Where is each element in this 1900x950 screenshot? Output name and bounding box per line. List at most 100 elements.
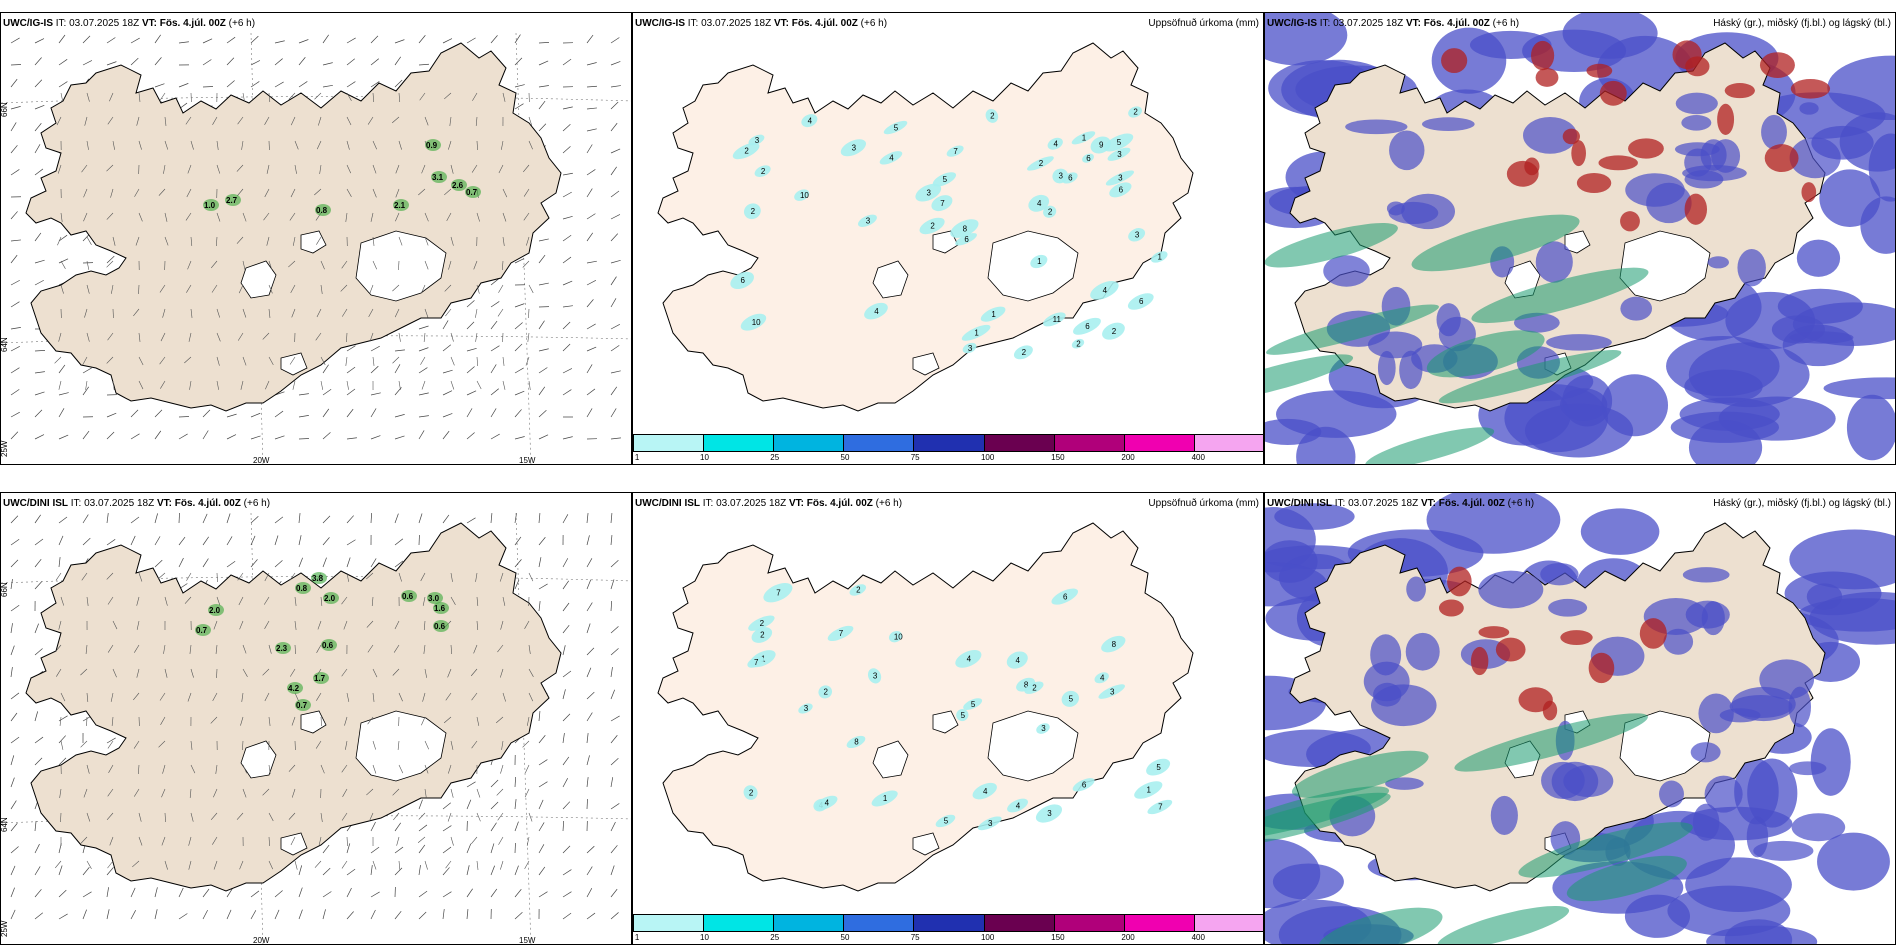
precip-cell bbox=[1105, 170, 1135, 186]
wind-barb bbox=[490, 301, 500, 308]
wind-barb bbox=[242, 668, 248, 677]
gust-area bbox=[323, 592, 339, 604]
wind-barb bbox=[112, 620, 118, 630]
wind-barb bbox=[445, 308, 452, 317]
wind-barb bbox=[418, 392, 429, 396]
wind-barb bbox=[289, 212, 296, 221]
wind-barb bbox=[610, 865, 615, 876]
wind-barb bbox=[422, 596, 426, 606]
wind-barb bbox=[586, 712, 593, 722]
wind-barb bbox=[34, 623, 39, 634]
wind-barb bbox=[237, 332, 244, 341]
low-cloud-area bbox=[1806, 583, 1843, 610]
precip-value: 5 bbox=[971, 700, 976, 709]
wind-barb bbox=[216, 212, 221, 222]
wind-barb bbox=[82, 367, 92, 374]
precip-value: 3 bbox=[1117, 150, 1122, 159]
wind-barb bbox=[418, 812, 426, 820]
wind-barb bbox=[562, 305, 573, 308]
precip-value: 3 bbox=[804, 704, 809, 713]
wind-barb bbox=[472, 92, 478, 101]
wind-barb bbox=[501, 140, 504, 150]
wind-barb bbox=[424, 236, 429, 246]
wind-barb bbox=[538, 601, 541, 612]
precip-cell bbox=[857, 214, 877, 227]
wind-barb bbox=[34, 350, 46, 352]
wind-barb bbox=[162, 308, 166, 318]
wind-barb bbox=[58, 332, 62, 342]
precip-value: 2 bbox=[930, 222, 935, 231]
wind-barb bbox=[538, 367, 548, 374]
precip-value: 3 bbox=[873, 672, 878, 681]
wind-barb bbox=[202, 409, 211, 418]
wind-barb bbox=[215, 764, 218, 774]
wind-barb bbox=[184, 596, 192, 604]
wind-barb bbox=[562, 689, 566, 700]
wind-barb bbox=[322, 364, 329, 374]
wind-barb bbox=[84, 308, 88, 318]
wind-barb bbox=[160, 332, 166, 342]
legend-swatch bbox=[914, 435, 985, 451]
wind-barb bbox=[476, 716, 480, 726]
wind-barb bbox=[56, 116, 62, 126]
wind-barb bbox=[108, 764, 114, 773]
wind-barb bbox=[346, 58, 356, 66]
low-cloud-area bbox=[1868, 133, 1895, 202]
wind-barb bbox=[83, 188, 88, 198]
wind-barb bbox=[562, 146, 571, 154]
wind-barb bbox=[240, 716, 244, 726]
wind-barb bbox=[86, 692, 89, 702]
precip-value: 6 bbox=[1063, 592, 1068, 601]
precip-value: 3 bbox=[927, 188, 932, 197]
wind-barb bbox=[562, 756, 570, 766]
wind-barb bbox=[60, 260, 66, 269]
wind-barb bbox=[392, 788, 400, 796]
wind-barb bbox=[442, 390, 453, 396]
wind-barb bbox=[610, 600, 613, 612]
wind-barb bbox=[562, 912, 572, 920]
precip-value: 11 bbox=[1053, 315, 1062, 324]
wind-barb bbox=[178, 512, 180, 524]
wind-barb bbox=[10, 367, 20, 374]
gust-value: 0.7 bbox=[466, 188, 478, 197]
wind-barb bbox=[10, 800, 17, 810]
wind-barb bbox=[610, 757, 619, 766]
wind-barb bbox=[112, 380, 115, 390]
wind-barb bbox=[10, 538, 20, 546]
wind-barb bbox=[370, 821, 376, 832]
wind-barb bbox=[418, 347, 429, 352]
mid-cloud-area bbox=[1438, 350, 1622, 404]
wind-barb bbox=[54, 356, 62, 364]
wind-barb bbox=[610, 166, 617, 176]
wind-barb bbox=[317, 620, 322, 630]
wind-barb bbox=[82, 867, 90, 876]
wind-barb bbox=[442, 867, 450, 876]
wind-barb bbox=[58, 364, 66, 374]
high-cloud-area bbox=[1531, 40, 1555, 71]
wind-barb bbox=[499, 668, 504, 678]
precip-cell bbox=[1098, 684, 1126, 699]
wind-barb bbox=[55, 644, 62, 653]
wind-barb bbox=[216, 164, 221, 174]
wind-barb bbox=[190, 740, 193, 750]
wind-barb bbox=[185, 116, 192, 125]
wind-barb bbox=[157, 572, 166, 580]
wind-barb bbox=[610, 233, 619, 242]
gust-value: 1.6 bbox=[434, 604, 446, 613]
wind-barb bbox=[55, 572, 62, 581]
wind-barb bbox=[514, 865, 519, 876]
precip-value: 6 bbox=[1068, 174, 1073, 183]
wind-barb bbox=[610, 370, 621, 374]
wind-barb bbox=[372, 236, 375, 246]
high-cloud-area bbox=[1764, 144, 1799, 173]
legend-tick-label: 50 bbox=[840, 933, 850, 942]
wind-barb bbox=[250, 515, 259, 524]
wind-barb bbox=[562, 602, 570, 612]
wind-barb bbox=[106, 37, 116, 44]
wind-barb bbox=[242, 260, 246, 270]
wind-barb bbox=[528, 644, 531, 654]
wind-barb bbox=[106, 887, 109, 898]
wind-barb bbox=[490, 345, 500, 352]
wind-barb bbox=[610, 345, 620, 352]
wind-barb bbox=[294, 860, 298, 870]
